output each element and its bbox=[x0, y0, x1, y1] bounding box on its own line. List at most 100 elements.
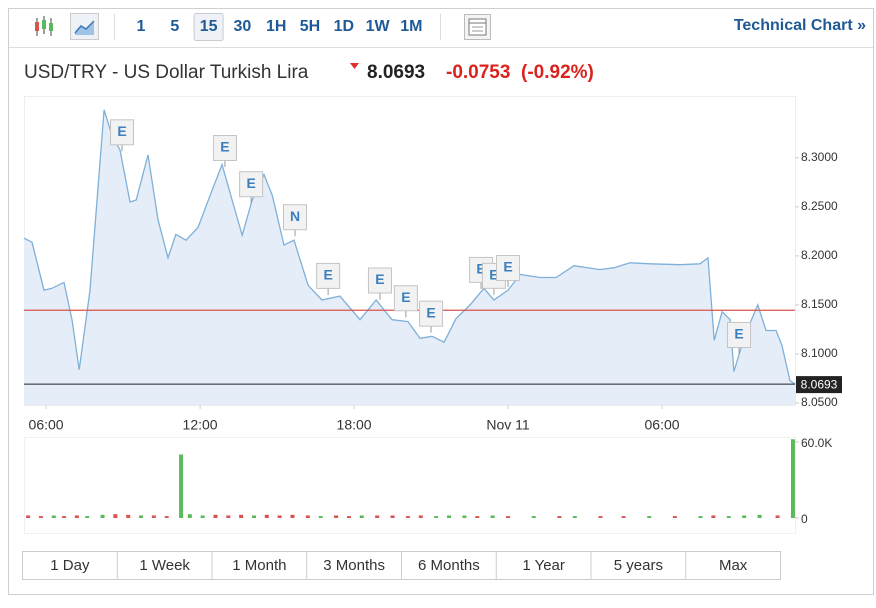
range-button[interactable]: 3 Months bbox=[323, 557, 385, 574]
technical-chart-link[interactable]: Technical Chart » bbox=[734, 17, 866, 34]
event-flag[interactable] bbox=[367, 267, 392, 294]
x-tick-label: 06:00 bbox=[645, 417, 680, 433]
interval-button[interactable]: 5H bbox=[300, 18, 320, 35]
volume-bar bbox=[557, 516, 562, 518]
volume-bar bbox=[200, 515, 205, 518]
settings-icon[interactable] bbox=[464, 14, 491, 40]
volume-bar bbox=[100, 514, 105, 518]
volume-bar bbox=[305, 515, 310, 518]
interval-button[interactable]: 1H bbox=[266, 18, 286, 35]
range-button[interactable]: 1 Day bbox=[50, 557, 90, 574]
volume-bar bbox=[698, 516, 703, 518]
volume-bar bbox=[251, 515, 256, 518]
range-button[interactable]: 5 years bbox=[614, 557, 663, 574]
event-flag-label[interactable]: E bbox=[401, 289, 410, 305]
volume-bar bbox=[74, 515, 79, 518]
volume-area bbox=[24, 437, 796, 534]
event-flag-label[interactable]: E bbox=[489, 267, 498, 283]
range-button[interactable]: 6 Months bbox=[418, 557, 480, 574]
volume-bar bbox=[572, 516, 577, 518]
volume-bar bbox=[742, 515, 747, 518]
volume-bar bbox=[726, 516, 731, 518]
volume-bar bbox=[334, 515, 339, 518]
interval-selected[interactable] bbox=[193, 13, 224, 41]
volume-bar bbox=[647, 516, 652, 518]
x-tick-label: 12:00 bbox=[183, 417, 218, 433]
event-flag-label[interactable]: E bbox=[476, 261, 485, 277]
interval-button[interactable]: 30 bbox=[234, 18, 252, 35]
interval-button[interactable]: 15 bbox=[200, 18, 218, 35]
price-change-pct: (-0.92%) bbox=[521, 62, 594, 83]
instrument-title: USD/TRY - US Dollar Turkish Lira bbox=[24, 62, 309, 83]
volume-bar bbox=[151, 515, 156, 518]
event-flag-label[interactable]: E bbox=[323, 267, 332, 283]
volume-bar bbox=[621, 516, 626, 518]
volume-bar bbox=[126, 514, 131, 518]
event-flag-label[interactable]: E bbox=[426, 304, 435, 320]
y-tick-label: 8.1500 bbox=[801, 297, 838, 311]
volume-bar bbox=[405, 516, 410, 518]
volume-bar bbox=[26, 515, 31, 518]
volume-bar bbox=[290, 514, 295, 518]
event-flag[interactable] bbox=[393, 285, 418, 312]
volume-bar bbox=[359, 515, 364, 518]
volume-bar bbox=[775, 515, 780, 518]
event-flag-label[interactable]: E bbox=[734, 326, 743, 342]
range-button[interactable]: 1 Week bbox=[139, 557, 190, 574]
candle-icon[interactable] bbox=[30, 14, 58, 40]
range-button[interactable]: Max bbox=[719, 557, 748, 574]
volume-bar bbox=[239, 514, 244, 518]
event-flag-label[interactable]: E bbox=[375, 271, 384, 287]
event-flag[interactable] bbox=[239, 171, 264, 198]
event-flag[interactable] bbox=[419, 300, 444, 327]
range-button[interactable]: 1 Month bbox=[232, 557, 286, 574]
y-tick-label: 8.0500 bbox=[801, 395, 838, 409]
event-flag-label[interactable]: E bbox=[220, 139, 229, 155]
y-tick-label: 8.2500 bbox=[801, 199, 838, 213]
price-change: -0.0753 bbox=[446, 62, 510, 83]
volume-bar bbox=[318, 516, 323, 518]
line-icon[interactable] bbox=[70, 13, 99, 40]
interval-button[interactable]: 1 bbox=[137, 18, 146, 35]
event-flag[interactable] bbox=[283, 204, 308, 231]
icon-part bbox=[49, 23, 53, 31]
x-tick-label: 18:00 bbox=[337, 417, 372, 433]
event-flag-label[interactable]: N bbox=[290, 208, 300, 224]
volume-bar bbox=[85, 516, 90, 518]
icon-part bbox=[42, 20, 46, 29]
volume-bar bbox=[757, 514, 762, 518]
x-tick-label: 06:00 bbox=[29, 417, 64, 433]
volume-bar bbox=[390, 515, 395, 518]
volume-bar bbox=[226, 515, 231, 518]
range-button[interactable]: 1 Year bbox=[522, 557, 565, 574]
y-tick-label: 8.3000 bbox=[801, 150, 838, 164]
last-price: 8.0693 bbox=[367, 62, 425, 83]
event-flag[interactable] bbox=[110, 119, 135, 146]
interval-button[interactable]: 5 bbox=[170, 18, 179, 35]
icon-part bbox=[35, 22, 39, 31]
interval-button[interactable]: 1W bbox=[366, 18, 391, 35]
volume-bar bbox=[490, 515, 495, 518]
event-flag[interactable] bbox=[316, 262, 341, 289]
event-flag[interactable] bbox=[496, 254, 521, 281]
volume-tick-label: 60.0K bbox=[801, 436, 832, 450]
volume-bar bbox=[51, 515, 56, 518]
volume-bar bbox=[462, 515, 467, 518]
event-flag[interactable] bbox=[727, 321, 752, 348]
x-tick-label: Nov 11 bbox=[486, 417, 530, 433]
interval-button[interactable]: 1M bbox=[400, 18, 422, 35]
event-flag-label[interactable]: E bbox=[117, 123, 126, 139]
volume-bar bbox=[62, 516, 67, 518]
volume-bar bbox=[179, 454, 184, 518]
icon-bg[interactable] bbox=[70, 13, 99, 40]
volume-bar bbox=[418, 515, 423, 518]
event-flag[interactable] bbox=[212, 135, 237, 162]
volume-bar bbox=[264, 514, 269, 518]
event-flag-label[interactable]: E bbox=[503, 259, 512, 275]
volume-bar bbox=[277, 515, 282, 518]
event-flag-label[interactable]: E bbox=[246, 175, 255, 191]
icon-part bbox=[75, 21, 94, 35]
y-tick-label: 8.1000 bbox=[801, 346, 838, 360]
interval-button[interactable]: 1D bbox=[334, 18, 354, 35]
